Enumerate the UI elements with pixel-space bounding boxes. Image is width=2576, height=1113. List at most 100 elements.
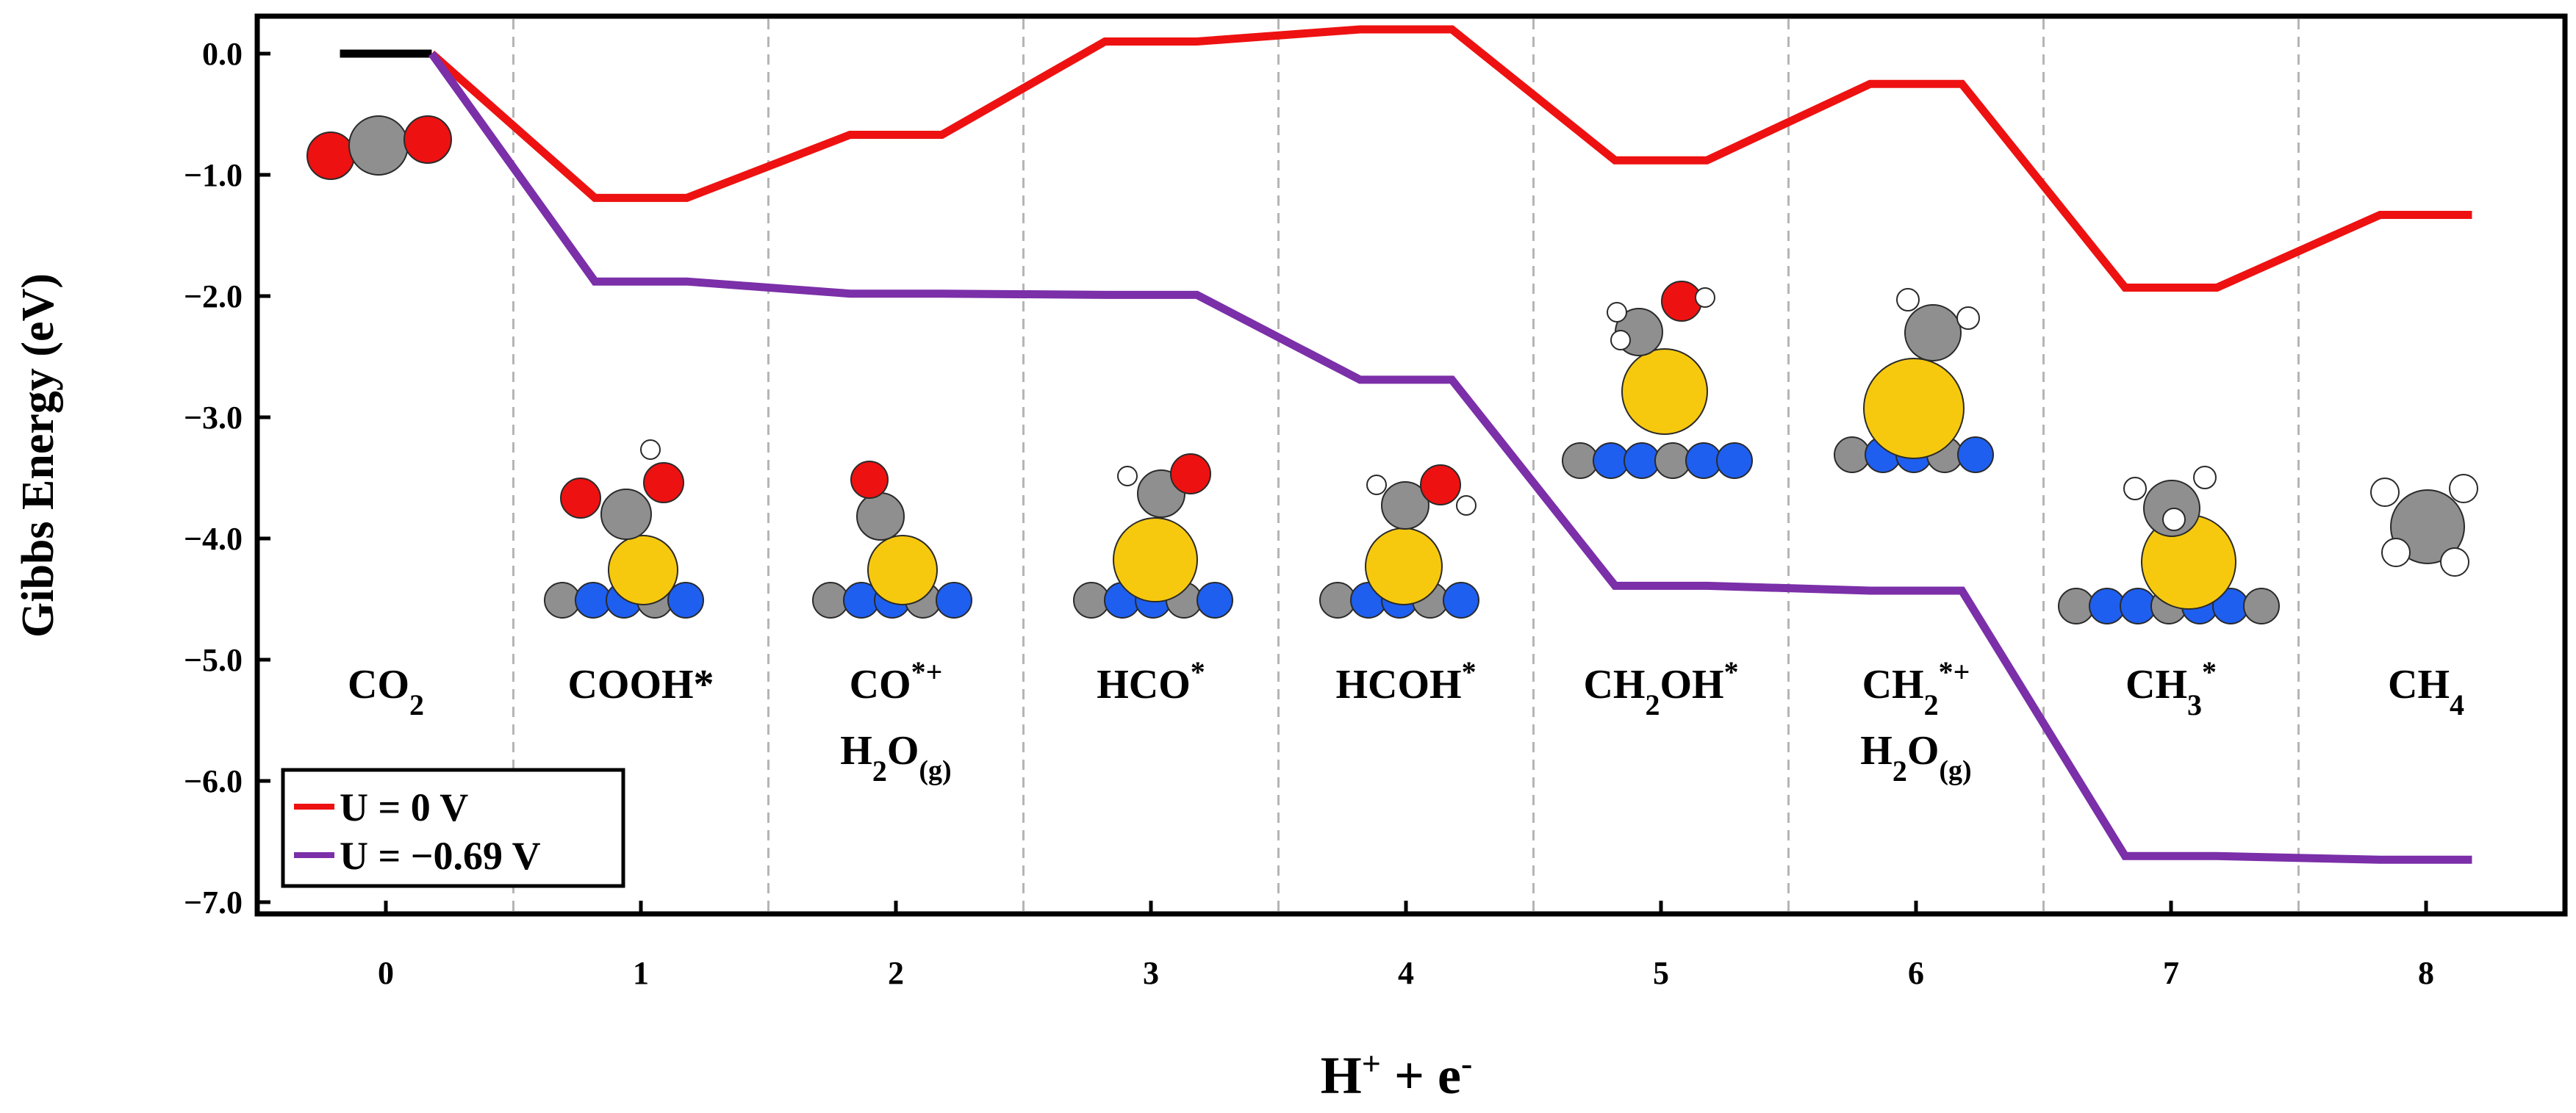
series-lines: [340, 25, 2472, 864]
surface-atom: [1196, 582, 1233, 619]
series-line-u-069: [428, 51, 2472, 864]
surface-atom: [1073, 582, 1110, 619]
step-label-line2: H2O(g): [840, 728, 951, 788]
y-tick-label: −2.0: [184, 278, 243, 314]
y-axis: 0.0 −1.0 −2.0 −3.0 −4.0 −5.0 −6.0 −7.0: [184, 36, 270, 921]
x-tick-label: 1: [633, 955, 649, 991]
oxygen-atom: [1170, 453, 1211, 494]
oxygen-atom: [850, 461, 889, 499]
oxygen-atom: [560, 478, 601, 519]
hydrogen-atom: [1607, 302, 1627, 323]
hydrogen-atom: [1117, 466, 1138, 486]
y-tick-label: −7.0: [184, 885, 243, 921]
x-tick-label: 2: [888, 955, 904, 991]
carbon-atom: [2390, 489, 2465, 564]
oxygen-atom: [643, 462, 684, 503]
surface-atom: [544, 582, 581, 619]
hydrogen-atom: [1956, 306, 1980, 330]
molecule-illustrations: [306, 115, 2478, 624]
y-tick-label: −3.0: [184, 400, 243, 436]
hydrogen-atom: [1695, 287, 1715, 308]
hydrogen-atom: [1456, 495, 1477, 516]
x-tick-label: 3: [1143, 955, 1159, 991]
surface-atom: [1443, 582, 1479, 619]
surface-atom: [1834, 436, 1870, 473]
oxygen-atom: [1420, 464, 1461, 505]
step-separators: [512, 19, 2300, 911]
oxygen-atom: [403, 115, 452, 164]
y-tick-label: −5.0: [184, 642, 243, 678]
surface-atom: [2120, 588, 2156, 624]
step-label: HCOH*: [1335, 655, 1476, 708]
step-label: CH2*+: [1862, 655, 1970, 721]
y-axis-label: Gibbs Energy (eV): [13, 273, 63, 638]
hydrogen-atom: [2440, 547, 2469, 577]
step-label-line2: H2O(g): [1860, 728, 1971, 788]
step-labels: CO2 COOH* CO*+ H2O(g) HCO* HCOH* CH2OH* CH2*+ H2…: [348, 655, 2464, 788]
carbon-atom: [1381, 481, 1429, 530]
y-tick-label: −6.0: [184, 763, 243, 799]
step-label: CH2OH*: [1583, 655, 1738, 721]
carbon-atom: [1904, 304, 1962, 361]
hydrogen-atom: [1896, 288, 1920, 311]
surface-atom: [936, 582, 972, 619]
hydrogen-atom: [1610, 330, 1631, 350]
hydrogen-atom: [2449, 474, 2478, 503]
step-label: CH3*: [2125, 655, 2217, 721]
oxygen-atom: [306, 132, 355, 180]
oxygen-atom: [1661, 281, 1702, 322]
series-line-u0: [428, 25, 2472, 292]
surface-atom: [1624, 442, 1660, 479]
y-tick-label: −1.0: [184, 157, 243, 193]
metal-adatom: [1113, 517, 1198, 602]
step-label: CH4: [2388, 662, 2464, 721]
x-tick-label: 5: [1653, 955, 1669, 991]
hydrogen-atom: [640, 439, 661, 460]
surface-atom: [2089, 588, 2125, 624]
metal-adatom: [1365, 527, 1443, 605]
surface-atom: [667, 582, 704, 619]
surface-atom: [2243, 588, 2280, 624]
surface-atom: [1716, 442, 1753, 479]
plot-frame: [254, 13, 2568, 917]
x-tick-label: 4: [1398, 955, 1414, 991]
x-axis: 0 1 2 3 4 5 6 7 8: [378, 901, 2434, 991]
x-tick-label: 6: [1908, 955, 1924, 991]
metal-adatom: [1863, 358, 1965, 459]
legend: U = 0 V U = −0.69 V: [281, 768, 625, 888]
y-tick-label: 0.0: [202, 36, 243, 72]
hydrogen-atom: [2370, 478, 2400, 507]
step-label: COOH*: [567, 662, 714, 707]
hydrogen-atom: [2381, 538, 2411, 567]
x-axis-label: H+ + e-: [1321, 1045, 1473, 1106]
metal-adatom: [867, 535, 938, 605]
carbon-atom: [856, 492, 905, 541]
hydrogen-atom: [1366, 475, 1387, 495]
hydrogen-atom: [2123, 477, 2147, 500]
metal-adatom: [608, 535, 678, 605]
surface-atom: [1593, 442, 1629, 479]
surface-atom: [1685, 442, 1722, 479]
surface-atom: [1319, 582, 1356, 619]
surface-atom: [575, 582, 611, 619]
x-tick-label: 8: [2418, 955, 2434, 991]
step-label: CO*+: [850, 655, 943, 708]
carbon-atom: [600, 489, 652, 540]
legend-entry: U = 0 V: [340, 785, 468, 829]
surface-atom: [1957, 436, 1994, 473]
y-tick-label: −4.0: [184, 521, 243, 557]
surface-atom: [812, 582, 849, 619]
surface-atom: [1562, 442, 1599, 479]
surface-atom: [1654, 442, 1691, 479]
legend-box: [281, 768, 625, 888]
metal-adatom: [1621, 348, 1708, 435]
legend-entry: U = −0.69 V: [340, 834, 541, 878]
carbon-atom: [348, 115, 409, 176]
step-label: HCO*: [1097, 655, 1205, 708]
x-tick-label: 7: [2163, 955, 2179, 991]
x-tick-label: 0: [378, 955, 394, 991]
step-label: CO2: [348, 662, 424, 721]
surface-atom: [2058, 588, 2095, 624]
hydrogen-atom: [2162, 508, 2186, 531]
